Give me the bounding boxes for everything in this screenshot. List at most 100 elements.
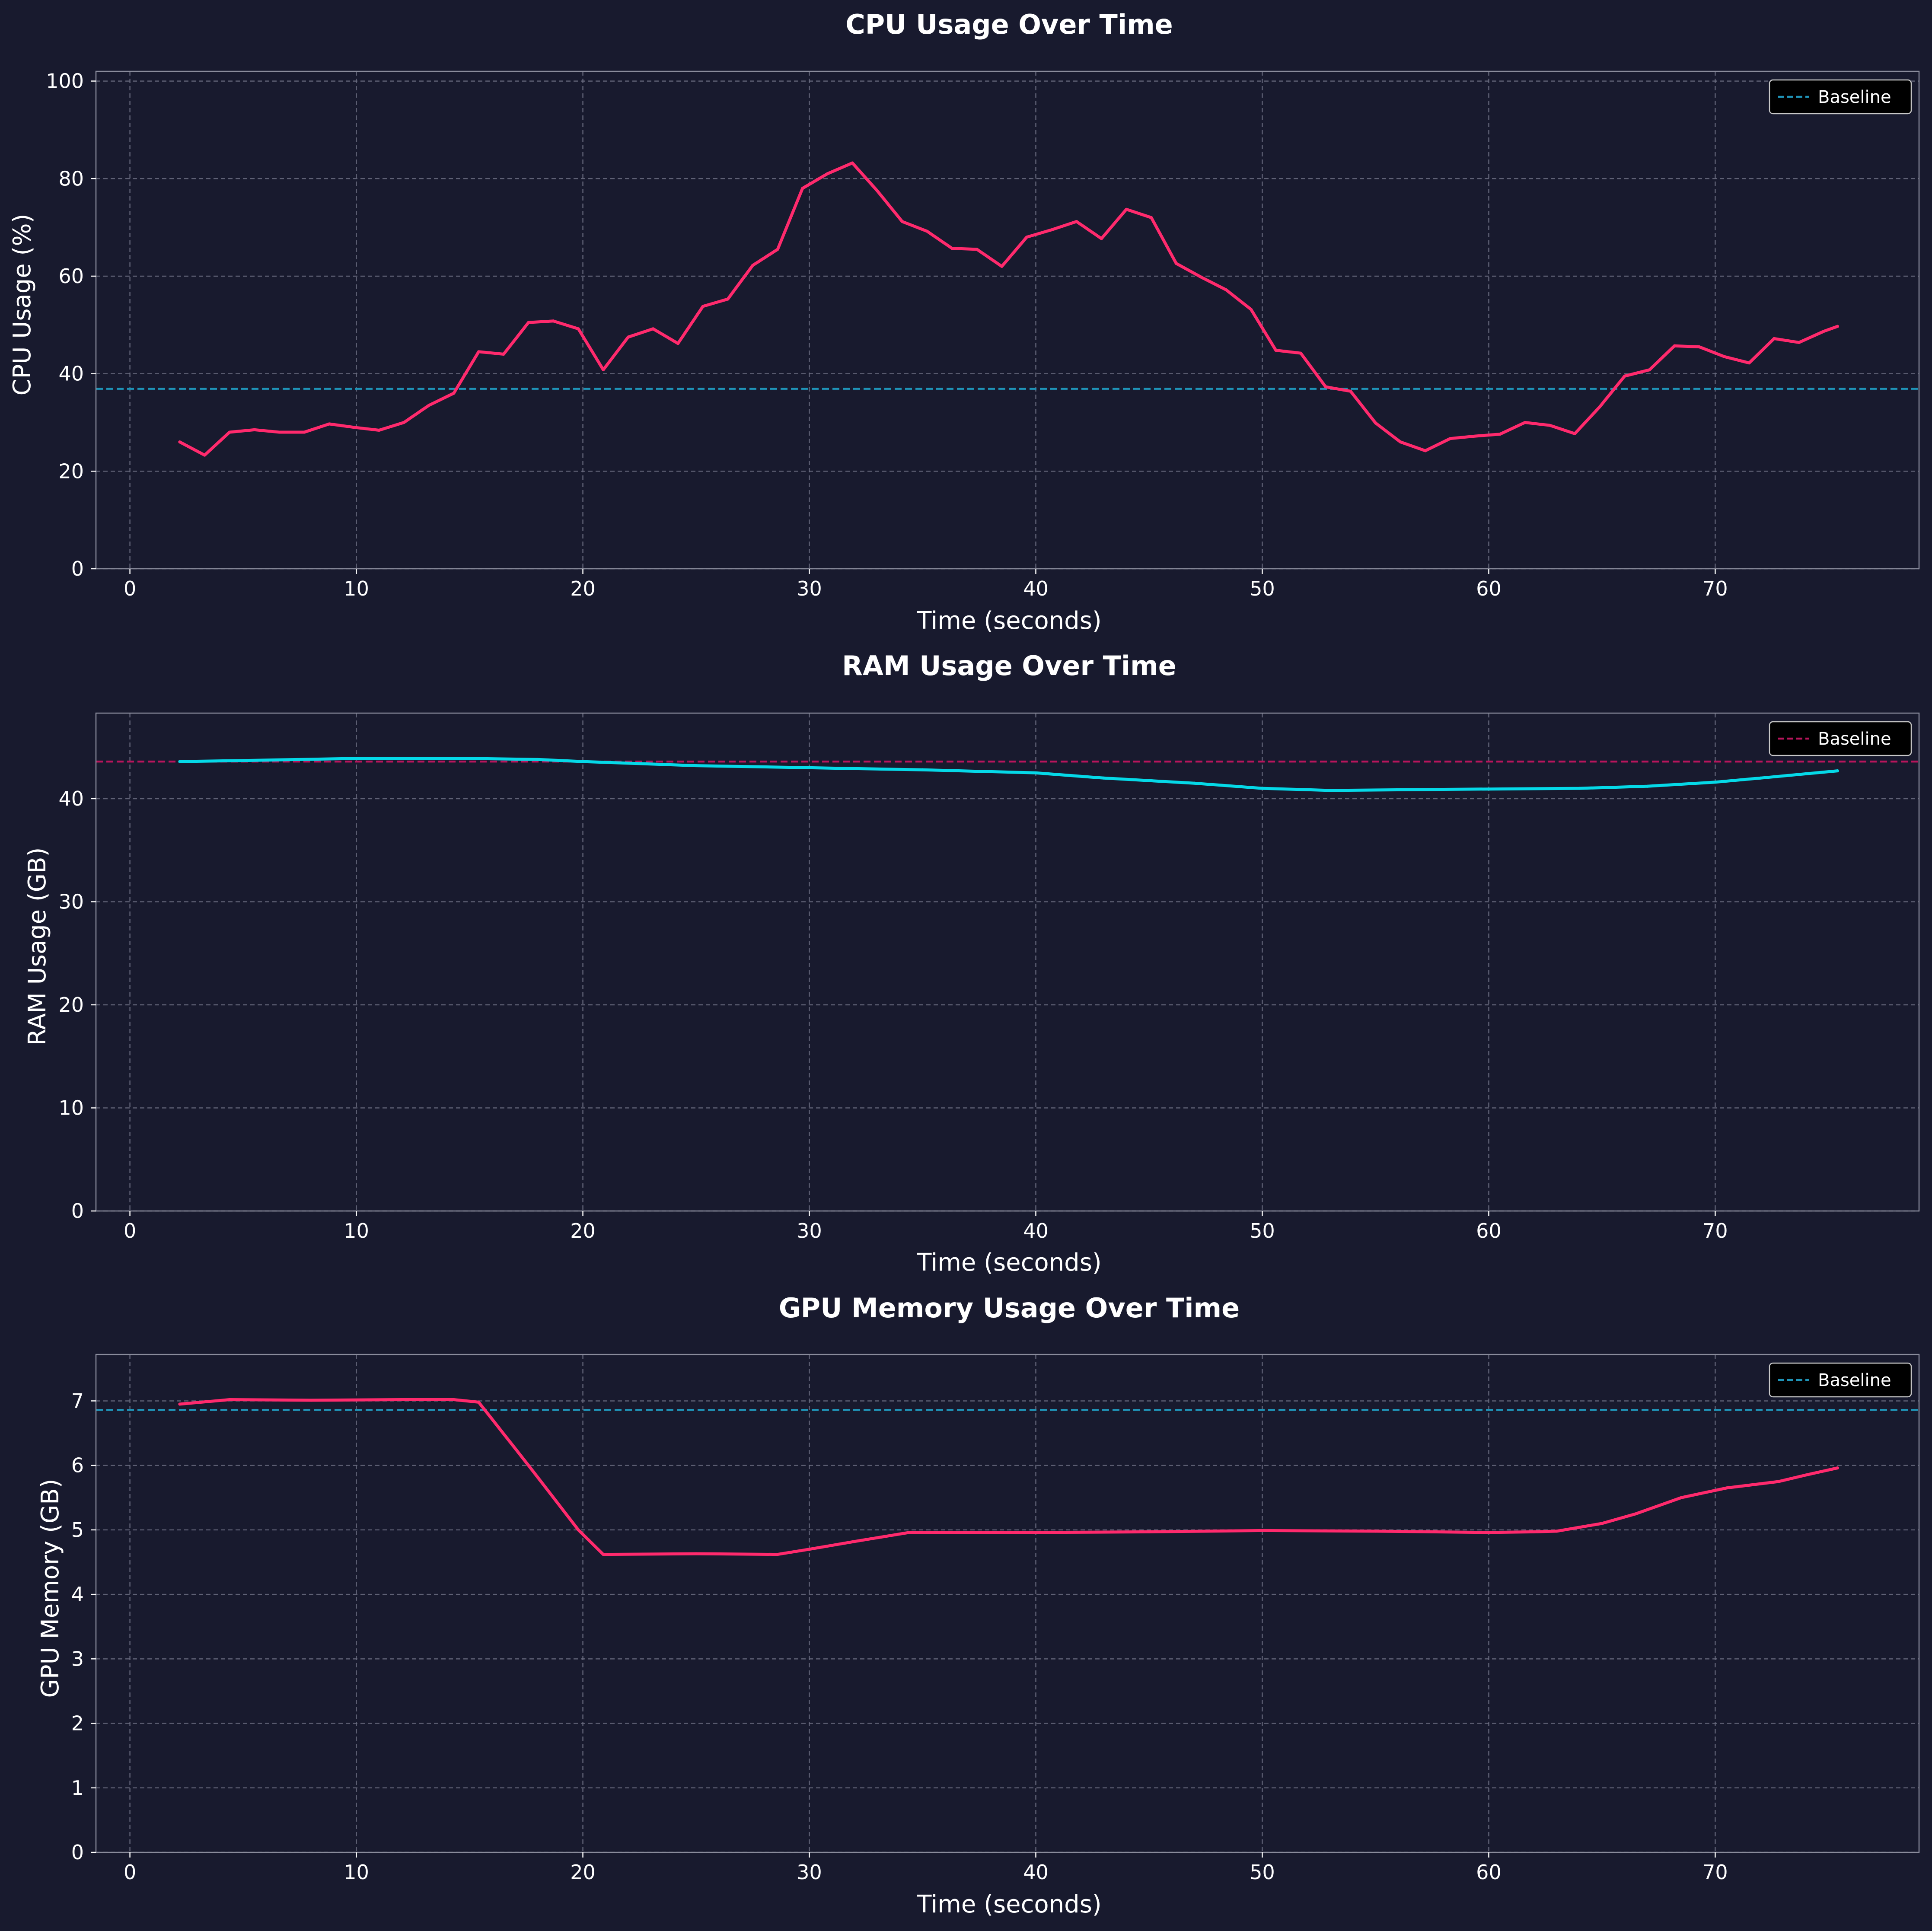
cpu-data-point [1498, 433, 1502, 436]
cpu-data-point [801, 187, 804, 190]
ram-legend-box [1769, 721, 1912, 756]
cpu-legend-box [1769, 79, 1912, 115]
gpu-ytick-label: 1 [71, 1776, 84, 1800]
gpu-data-point [1777, 1480, 1780, 1483]
ram-data-point [921, 768, 925, 771]
cpu-data-point [776, 248, 779, 251]
ram-data-point [1713, 781, 1717, 784]
gpu-plot-area: 0 10 20 30 40 50 60 70 0 1 2 3 4 5 6 7 Baseline [71, 1354, 1920, 1884]
cpu-data-point [1050, 228, 1053, 232]
cpu-data-point [950, 247, 954, 250]
ram-data-point [1260, 787, 1264, 790]
cpu-data-point [1150, 216, 1153, 220]
gpu-data-point [808, 1548, 811, 1551]
cpu-data-point [1548, 424, 1552, 427]
gpu-data-point [178, 1402, 182, 1406]
gpu-data-point [1836, 1466, 1839, 1470]
gpu-data-point [527, 1464, 530, 1467]
gpu-ytick-label: 7 [71, 1389, 84, 1412]
gpu-ytick-label: 5 [71, 1518, 84, 1542]
cpu-data-point [925, 229, 929, 233]
cpu-data-point [1623, 374, 1626, 378]
gpu-data-point [1680, 1496, 1683, 1499]
cpu-data-point [1075, 220, 1078, 223]
cpu-data-point [1836, 325, 1839, 328]
ram-xtick-label: 40 [1023, 1219, 1049, 1243]
cpu-data-point [577, 327, 580, 331]
cpu-data-point [1000, 264, 1004, 268]
gpu-data-point [1725, 1486, 1728, 1490]
gpu-data-point [776, 1553, 779, 1556]
gpu-series-line [178, 1398, 1839, 1556]
gpu-data-point [1555, 1530, 1559, 1533]
ram-ytick-label: 10 [58, 1096, 84, 1119]
cpu-data-point [502, 352, 505, 356]
ram-data-point [468, 757, 472, 760]
ram-ytick-label: 0 [71, 1199, 84, 1223]
cpu-data-point [1648, 368, 1651, 372]
ram-axes-background [96, 713, 1919, 1211]
cpu-data-point [1448, 437, 1452, 440]
cpu-data-point [552, 319, 555, 323]
cpu-ytick-label: 60 [58, 264, 84, 288]
cpu-data-point [826, 172, 829, 175]
ram-axes-frame [95, 712, 1920, 1212]
ram-data-point [536, 758, 539, 761]
ram-xtick-label: 30 [797, 1219, 822, 1243]
cpu-xtick-label: 40 [1023, 577, 1049, 600]
ram-data-point [355, 757, 358, 760]
cpu-data-point [277, 430, 281, 434]
cpu-plot-area: 0 10 20 30 40 50 60 70 0 20 40 60 80 100 Baseline [46, 70, 1920, 600]
gpu-xtick-label: 20 [570, 1861, 596, 1884]
ram-data-point [808, 766, 811, 769]
cpu-data-point [427, 404, 430, 407]
gpu-data-point [477, 1400, 481, 1404]
cpu-data-point [851, 161, 854, 165]
cpu-data-point [477, 350, 481, 354]
ram-data-point [1442, 787, 1445, 791]
gpu-data-point [1260, 1529, 1264, 1532]
ram-chart-title: RAM Usage Over Time [842, 650, 1176, 682]
cpu-data-point [203, 453, 207, 457]
cpu-data-point [1747, 361, 1751, 365]
ram-xtick-label: 0 [124, 1219, 136, 1243]
cpu-data-point [751, 264, 755, 267]
cpu-data-point [975, 248, 979, 251]
cpu-data-point [1797, 341, 1801, 344]
gpu-axes-background [96, 1354, 1919, 1852]
ram-xtick-label: 50 [1250, 1219, 1275, 1243]
gpu-data-point [228, 1398, 231, 1401]
gpu-xtick-label: 60 [1476, 1861, 1502, 1884]
ram-data-point [1645, 784, 1649, 788]
gpu-data-point [1600, 1522, 1604, 1525]
cpu-series-line [178, 161, 1839, 457]
cpu-axes-frame [95, 70, 1920, 570]
ram-data-point [581, 760, 585, 763]
cpu-data-point [527, 321, 530, 324]
cpu-data-point [1424, 449, 1427, 452]
cpu-data-point [676, 342, 680, 345]
gpu-data-point [695, 1552, 698, 1555]
cpu-data-point [1598, 405, 1601, 408]
cpu-xtick-label: 50 [1250, 577, 1275, 600]
cpu-data-point [726, 297, 730, 301]
cpu-data-point [303, 430, 306, 434]
ram-data-point [1759, 776, 1762, 780]
cpu-data-point [178, 440, 182, 444]
ram-xtick-label: 60 [1476, 1219, 1502, 1243]
cpu-data-point [900, 220, 904, 223]
cpu-data-point [1249, 308, 1253, 311]
ram-data-point [1329, 789, 1332, 792]
cpu-ytick-label: 80 [58, 167, 84, 190]
cpu-axes-background [96, 71, 1919, 569]
cpu-data-point [1822, 329, 1826, 333]
cpu-data-point [602, 368, 605, 372]
gpu-xtick-label: 30 [797, 1861, 822, 1884]
gpu-chart-xlabel: Time (seconds) [916, 1890, 1101, 1918]
ram-ytick-label: 30 [58, 890, 84, 913]
gpu-data-point [452, 1398, 456, 1401]
cpu-xtick-label: 30 [797, 577, 822, 600]
cpu-data-point [253, 428, 256, 431]
ram-ytick-label: 20 [58, 993, 84, 1016]
